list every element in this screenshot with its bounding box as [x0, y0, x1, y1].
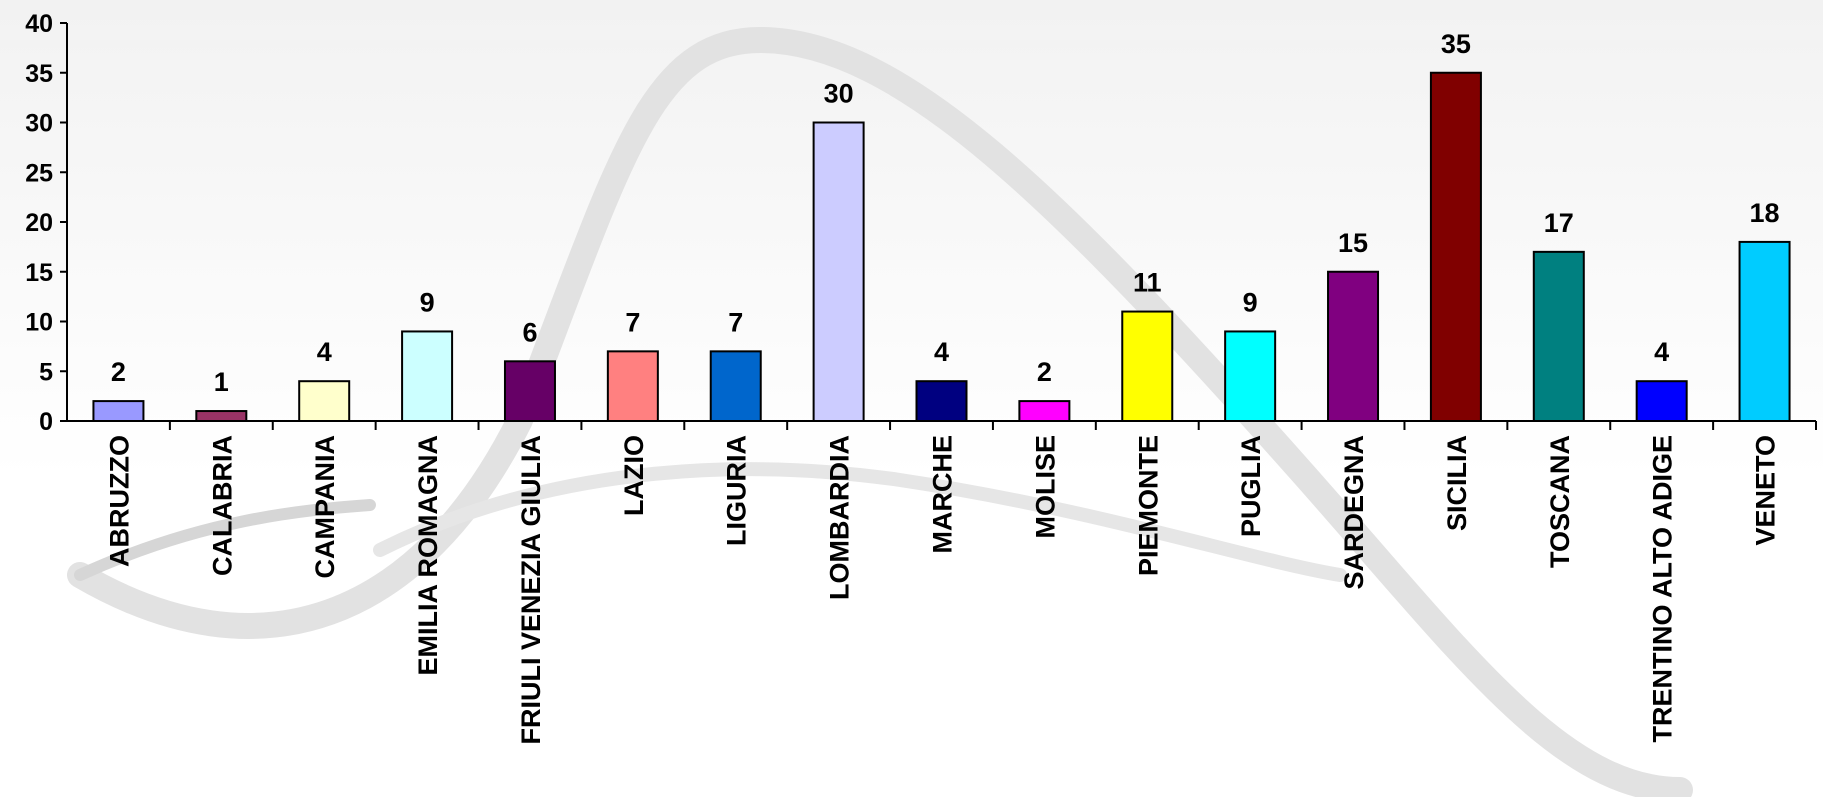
x-tick-label: LIGURIA	[722, 435, 752, 546]
bar	[401, 330, 454, 423]
x-tick-label: TRENTINO ALTO ADIGE	[1648, 435, 1678, 743]
bar	[1327, 270, 1380, 422]
x-tick-label: CALABRIA	[207, 435, 237, 576]
y-tick-label: 40	[25, 10, 53, 38]
y-tick-label: 5	[39, 358, 53, 386]
bar	[195, 410, 248, 422]
data-label: 35	[1441, 29, 1471, 59]
x-tick-label: PUGLIA	[1236, 435, 1266, 537]
data-label: 6	[522, 317, 537, 347]
y-tick-label: 25	[25, 159, 53, 187]
data-label: 11	[1133, 268, 1162, 298]
y-tick-label: 30	[25, 110, 53, 138]
data-label: 7	[625, 307, 640, 337]
data-label: 18	[1750, 198, 1780, 228]
bar	[1121, 310, 1174, 422]
bar	[812, 121, 865, 422]
bar	[606, 350, 659, 423]
data-label: 30	[824, 79, 854, 109]
x-tick-label: LOMBARDIA	[825, 435, 855, 600]
x-tick-label: ABRUZZO	[104, 435, 134, 567]
bar	[1738, 240, 1791, 422]
data-label: 2	[111, 357, 126, 387]
bar	[1429, 71, 1482, 422]
data-label: 9	[1243, 287, 1258, 317]
x-tick-label: MARCHE	[928, 435, 958, 554]
bar	[1635, 380, 1688, 423]
data-label: 4	[317, 337, 332, 367]
y-tick-label: 20	[25, 209, 53, 237]
bar	[1532, 250, 1585, 422]
data-label: 4	[934, 337, 949, 367]
x-tick-label: EMILIA ROMAGNA	[413, 435, 443, 675]
bar	[92, 400, 145, 423]
y-tick-label: 0	[39, 408, 53, 436]
x-tick-label: TOSCANA	[1545, 435, 1575, 568]
x-tick-label: SARDEGNA	[1339, 435, 1369, 590]
y-tick-label: 10	[25, 309, 53, 337]
bar	[1224, 330, 1277, 423]
bar	[709, 350, 762, 423]
x-tick-label: MOLISE	[1030, 435, 1060, 539]
y-tick-label: 15	[25, 259, 53, 287]
x-tick-label: FRIULI VENEZIA GIULIA	[516, 435, 546, 745]
x-tick-label: CAMPANIA	[310, 435, 340, 579]
x-tick-label: VENETO	[1751, 435, 1781, 546]
bar	[1018, 400, 1071, 423]
bar	[503, 360, 556, 422]
decoration	[67, 26, 1693, 797]
data-label: 7	[728, 307, 743, 337]
x-tick-label: LAZIO	[619, 435, 649, 516]
x-tick-label: PIEMONTE	[1133, 435, 1163, 576]
data-label: 2	[1037, 357, 1052, 387]
bar	[915, 380, 968, 423]
data-label: 1	[214, 367, 229, 397]
data-label: 4	[1654, 337, 1669, 367]
x-tick-label: SICILIA	[1442, 435, 1472, 531]
data-label: 9	[420, 287, 435, 317]
data-label: 15	[1338, 228, 1368, 258]
y-tick-label: 35	[25, 60, 53, 88]
data-label: 17	[1544, 208, 1574, 238]
bar	[298, 380, 351, 423]
